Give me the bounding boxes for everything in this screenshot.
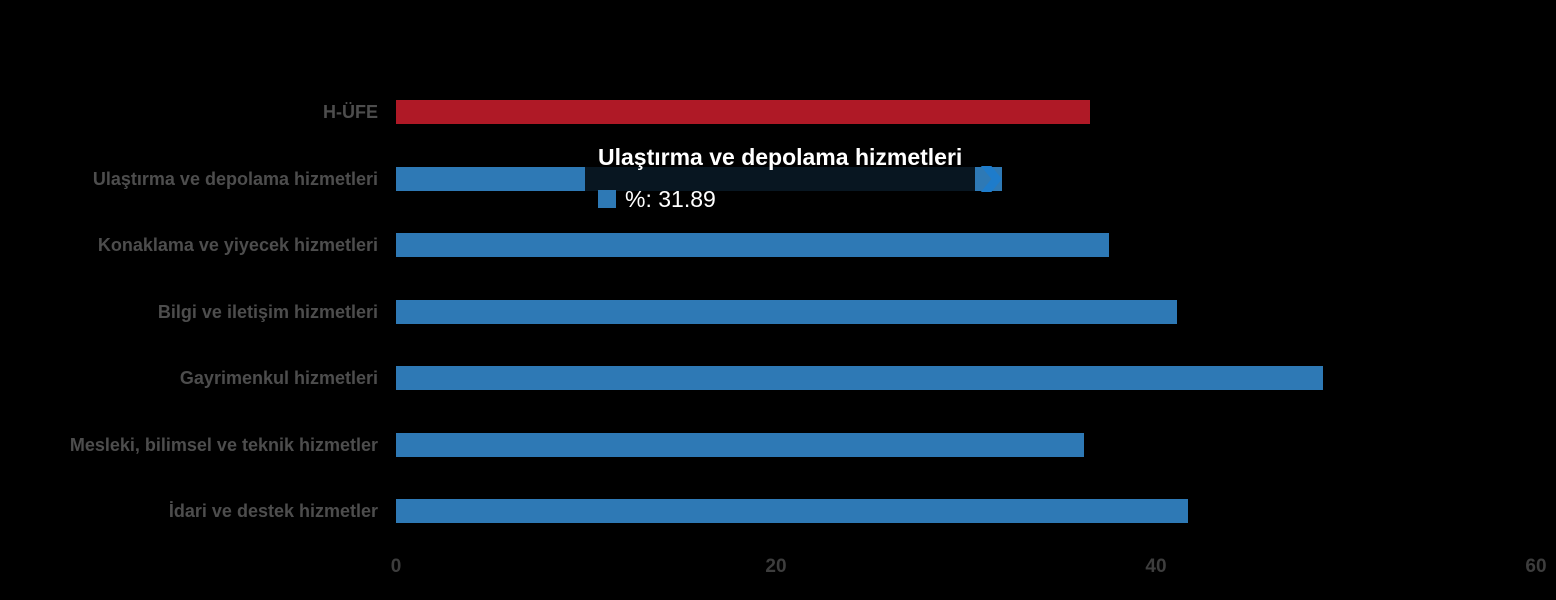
category-label: Bilgi ve iletişim hizmetleri [157,302,378,322]
tooltip-value: %: 31.89 [625,186,716,212]
tooltip: Ulaştırma ve depolama hizmetleri %: 31.8… [585,139,976,216]
x-axis-tick-label: 20 [765,556,787,577]
tooltip-value-row: %: 31.89 [598,186,962,212]
category-bar[interactable] [396,366,1324,390]
category-bar[interactable] [396,100,1090,124]
x-axis-tick-label: 60 [1525,556,1547,577]
x-axis-tick-label: 40 [1145,556,1167,577]
category-label: Konaklama ve yiyecek hizmetleri [97,235,378,255]
category-label: Mesleki, bilimsel ve teknik hizmetler [69,435,378,455]
category-label: H-ÜFE [323,102,378,122]
category-bar[interactable] [396,300,1177,324]
category-bar[interactable] [396,233,1109,257]
category-label: İdari ve destek hizmetler [168,501,378,521]
category-bar[interactable] [396,433,1084,457]
category-label: Gayrimenkul hizmetleri [179,368,378,388]
category-label: Ulaştırma ve depolama hizmetleri [92,169,378,189]
legend-marker-icon [598,190,616,208]
bar-end-chevron-icon [980,166,1002,192]
tooltip-title: Ulaştırma ve depolama hizmetleri [598,144,963,170]
category-bar[interactable] [396,499,1189,523]
x-axis-tick-label: 0 [390,556,402,577]
